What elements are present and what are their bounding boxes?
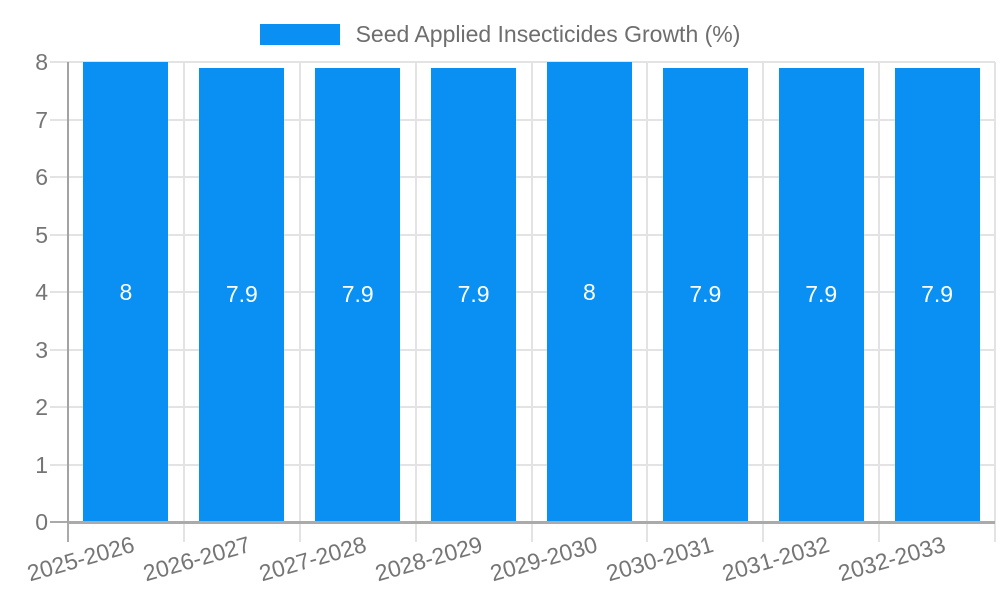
bar[interactable]: 8 <box>546 62 632 522</box>
bar[interactable]: 7.9 <box>431 67 517 522</box>
x-tick-label: 2030-2031 <box>603 531 717 587</box>
y-tick-label: 2 <box>35 394 48 420</box>
v-gridline <box>762 62 765 522</box>
y-tick-label: 6 <box>35 164 48 190</box>
y-tick-label: 1 <box>35 451 48 478</box>
bar[interactable]: 7.9 <box>778 67 864 522</box>
bar-value-label: 8 <box>583 278 596 305</box>
y-axis-tick <box>50 118 68 121</box>
x-tick-label: 2026-2027 <box>140 531 253 587</box>
y-tick-label: 3 <box>35 336 48 363</box>
y-tick-label: 0 <box>35 509 48 535</box>
bar[interactable]: 7.9 <box>315 67 401 522</box>
x-axis-tick <box>298 522 301 542</box>
x-tick-label: 2027-2028 <box>255 531 369 587</box>
y-axis-tick <box>50 463 68 466</box>
y-axis-tick <box>50 233 68 236</box>
y-axis-tick <box>50 406 68 408</box>
x-tick-label: 2032-2033 <box>835 531 949 587</box>
x-axis-tick <box>878 522 881 542</box>
x-axis-tick <box>646 522 649 542</box>
y-tick-label: 8 <box>35 49 48 75</box>
legend-swatch <box>259 23 340 45</box>
bar-value-label: 7.9 <box>457 281 490 308</box>
x-tick-label: 2028-2029 <box>371 531 485 587</box>
bar-value-label: 8 <box>119 278 133 305</box>
bar[interactable]: 7.9 <box>662 67 748 522</box>
y-tick-label: 7 <box>35 106 48 133</box>
y-axis-tick <box>50 348 68 351</box>
x-axis-tick <box>182 522 185 542</box>
y-axis-tick <box>50 176 68 178</box>
v-gridline <box>298 62 301 522</box>
bar-value-label: 7.9 <box>921 281 954 308</box>
x-tick-label: 2031-2032 <box>719 531 833 587</box>
legend-label: Seed Applied Insecticides Growth (%) <box>355 21 741 47</box>
v-gridline <box>878 62 881 522</box>
y-axis-tick <box>50 61 68 63</box>
v-gridline <box>646 62 649 522</box>
y-axis-tick <box>50 291 68 293</box>
x-axis-tick <box>67 522 69 542</box>
x-axis-tick <box>994 522 996 542</box>
y-axis-line <box>67 62 69 523</box>
v-gridline <box>414 62 417 522</box>
legend[interactable]: Seed Applied Insecticides Growth (%) <box>0 20 1000 48</box>
bar-value-label: 7.9 <box>805 281 838 308</box>
bar[interactable]: 7.9 <box>199 67 285 522</box>
bar-value-label: 7.9 <box>341 281 374 308</box>
x-axis-line <box>68 521 995 524</box>
y-tick-label: 4 <box>35 279 48 305</box>
bar-value-label: 7.9 <box>689 281 722 308</box>
x-axis-tick <box>762 522 765 542</box>
y-axis-tick <box>50 521 68 523</box>
x-axis-tick <box>414 522 417 542</box>
v-gridline <box>530 62 533 522</box>
y-tick-label: 5 <box>35 221 48 248</box>
bar[interactable]: 7.9 <box>894 67 980 522</box>
v-gridline <box>182 62 185 522</box>
v-gridline <box>994 62 996 522</box>
x-axis-tick <box>530 522 533 542</box>
x-tick-label: 2025-2026 <box>24 531 138 587</box>
bar-value-label: 7.9 <box>225 281 258 308</box>
x-tick-label: 2029-2030 <box>487 531 601 587</box>
bar[interactable]: 8 <box>83 62 169 522</box>
